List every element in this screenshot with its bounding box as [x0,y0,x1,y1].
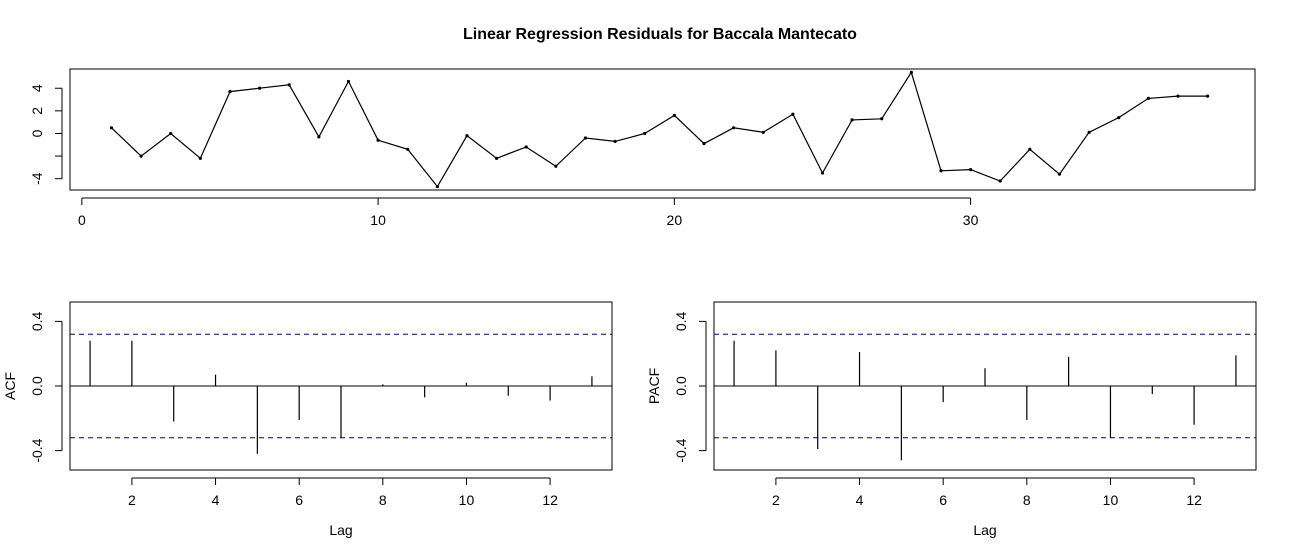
residual-point [969,168,973,172]
acf-x-axis-label: Lag [329,522,352,538]
residual-point [1206,94,1210,98]
residual-point [198,156,202,160]
pacf-y-tick-label: 0.4 [673,311,689,331]
acf-y-tick-label: 0.0 [29,376,45,396]
pacf-y-tick-label: -0.4 [673,438,689,462]
residual-point [702,142,706,146]
residual-point [346,79,351,84]
residual-x-tick-label: 10 [370,212,386,228]
acf-x-tick-label: 8 [379,492,387,508]
residual-point [672,113,676,117]
residual-point [850,118,854,122]
residual-series-line [111,70,1208,188]
pacf-x-tick-label: 2 [772,492,780,508]
acf-x-tick-label: 6 [295,492,303,508]
residual-point [317,135,321,139]
acf-x-tick-label: 10 [459,492,475,508]
residual-point [613,139,617,143]
residual-point [1028,147,1032,151]
residual-point [732,126,736,130]
acf-y-tick-label: 0.4 [29,311,45,331]
pacf-x-tick-label: 10 [1103,492,1119,508]
pacf-x-tick-label: 8 [1023,492,1031,508]
acf-x-tick-label: 4 [212,492,220,508]
pacf-y-axis-label: PACF [646,368,662,404]
residual-point [998,179,1002,183]
residual-point [495,156,499,160]
residual-point [554,164,558,168]
residual-point [169,131,173,136]
residual-point [939,169,943,173]
residual-point [524,145,528,149]
pacf-x-axis-label: Lag [973,522,996,538]
acf-y-tick-label: -0.4 [29,438,45,462]
residual-y-tick-label: 0 [29,129,45,137]
pacf-x-tick-label: 6 [939,492,947,508]
residual-point [820,171,825,175]
pacf-x-tick-label: 12 [1186,492,1202,508]
residual-point [583,136,588,140]
residual-point [109,126,114,130]
acf-y-axis-label: ACF [2,372,18,400]
acf-x-tick-label: 2 [128,492,136,508]
residual-point [761,130,765,134]
residual-point [465,134,469,138]
pacf-x-tick-label: 4 [856,492,864,508]
residual-point [287,83,291,87]
residual-point [1146,96,1150,101]
residual-y-tick-label: 4 [29,84,45,92]
residual-point [1087,130,1091,134]
residual-point [643,131,647,136]
residual-x-tick-label: 20 [667,212,683,228]
residual-point [406,147,410,151]
residual-point [139,154,143,158]
residual-y-tick-label: -4 [29,172,45,185]
residual-point [376,138,380,142]
residual-plot-frame [69,68,1256,191]
page-title: Linear Regression Residuals for Baccala … [463,26,857,43]
pacf-y-tick-label: 0.0 [673,376,689,396]
residual-point [791,112,795,116]
residual-point [1176,94,1180,98]
residual-point [258,86,262,90]
residual-point [880,117,884,121]
residual-point [909,70,913,74]
residual-x-tick-label: 0 [78,212,86,228]
acf-x-tick-label: 12 [542,492,558,508]
residual-point [435,185,439,189]
residual-point [1117,116,1121,120]
residual-point [1057,172,1062,176]
residual-y-tick-label: 2 [29,107,45,115]
residual-x-tick-label: 30 [963,212,979,228]
residual-point [228,90,232,94]
